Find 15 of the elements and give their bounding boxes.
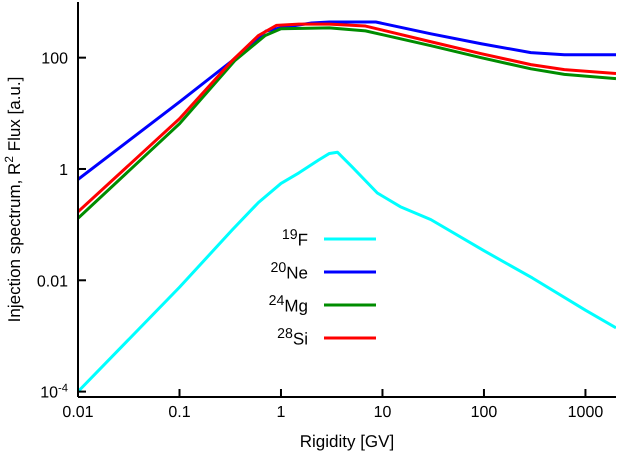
x-tick-label: 10 bbox=[374, 404, 392, 421]
y-tick-label: 100 bbox=[41, 50, 68, 68]
y-tick-label: 1 bbox=[59, 162, 68, 179]
x-tick-label: 0.1 bbox=[168, 404, 191, 421]
x-tick-label: 0.01 bbox=[62, 404, 94, 421]
legend-label: $^{20}$Ne bbox=[270, 260, 308, 284]
y-tick-label: 10$^{-4}$ bbox=[40, 382, 68, 402]
x-tick-label: 1000 bbox=[568, 404, 604, 421]
legend-label: $^{19}$F bbox=[282, 226, 308, 250]
x-tick-label: 1 bbox=[276, 404, 286, 421]
x-axis-title: Rigidity [GV] bbox=[300, 432, 394, 451]
x-tick-label: 100 bbox=[470, 404, 498, 421]
legend-label: $^{24}$Mg bbox=[268, 292, 308, 316]
y-tick-label: 0.01 bbox=[36, 273, 68, 290]
legend-label: $^{28}$Si bbox=[277, 326, 308, 350]
